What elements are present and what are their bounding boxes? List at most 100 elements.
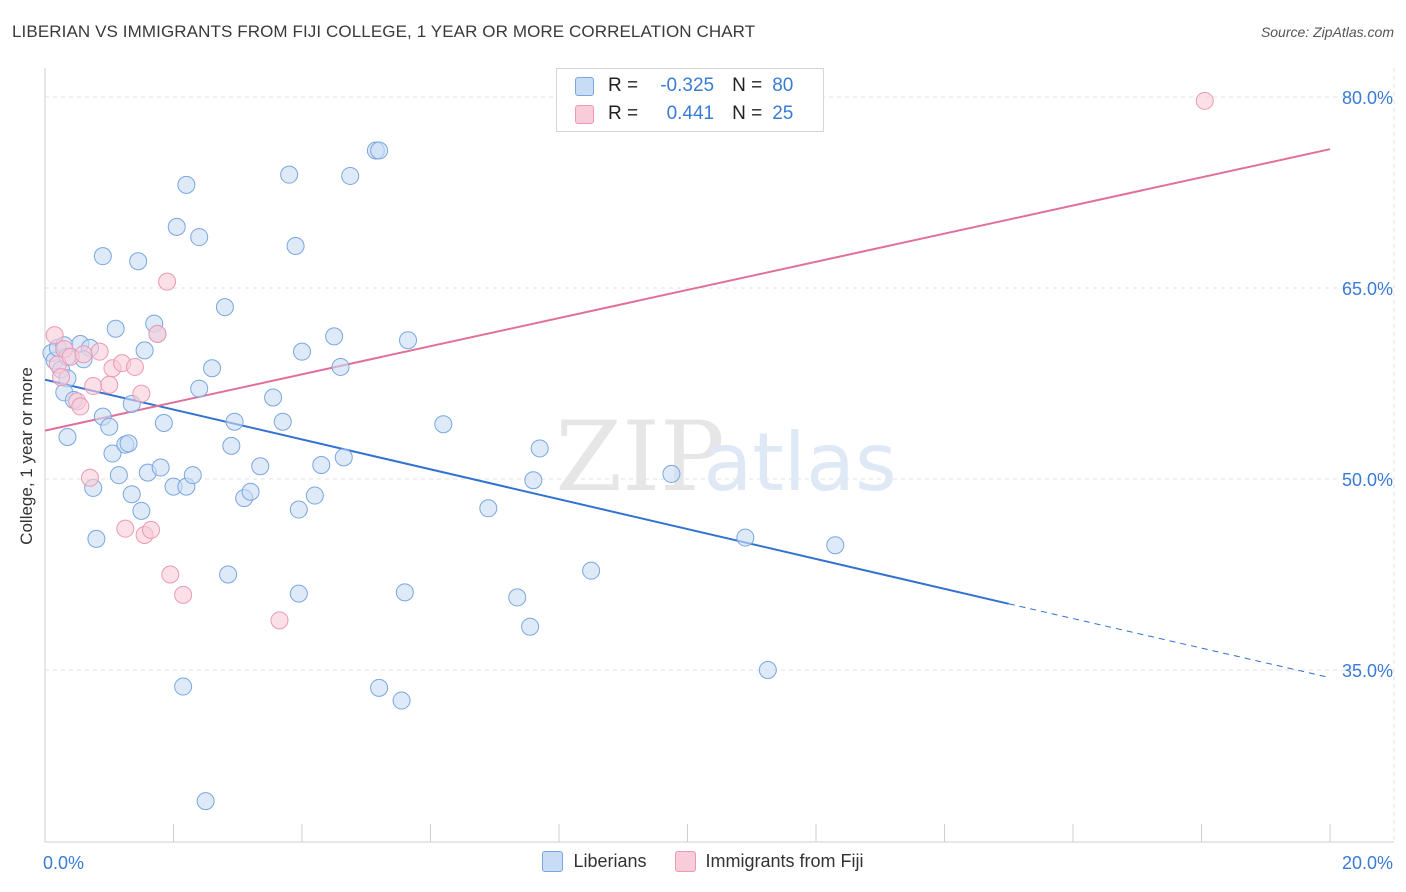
point-fiji [100,375,119,394]
point-fiji [132,384,151,403]
trend-line-extension [1008,603,1331,679]
point-liberian [399,331,418,350]
x-tick-label: 0.0% [43,853,84,873]
legend-swatch-fiji [575,104,594,124]
chart-title: LIBERIAN VS IMMIGRANTS FROM FIJI COLLEGE… [12,22,756,41]
y-tick-label: 80.0% [1342,88,1393,108]
point-liberian [305,486,324,505]
point-liberian [241,482,260,501]
point-liberian [521,617,540,636]
point-liberian [183,466,202,485]
point-liberian [58,427,77,446]
point-liberian [154,413,173,432]
point-fiji [161,565,180,584]
legend-swatch-fiji [674,851,696,872]
point-liberian [479,499,498,518]
legend-item-liberians[interactable]: Liberians [542,851,647,872]
point-liberian [251,457,270,476]
legend-label-fiji: Immigrants from Fiji [705,851,864,871]
point-fiji [1195,91,1214,110]
point-liberian [219,565,238,584]
point-liberian [395,583,414,602]
point-liberian [273,412,292,431]
stats-legend: R = -0.325 N = 80 R = 0.441 N = 25 [556,68,824,132]
point-liberian [370,678,389,697]
point-liberian [225,412,244,431]
point-liberian [289,500,308,519]
point-liberian [370,141,389,160]
point-liberian [582,561,601,580]
point-liberian [93,247,112,266]
point-liberian [280,165,299,184]
legend-n-value: 80 [772,75,794,96]
legend-row-liberians: R = -0.325 N = 80 [575,73,793,99]
point-fiji [74,345,93,364]
point-liberian [203,359,222,378]
legend-r-value: -0.325 [660,75,715,96]
point-fiji [148,324,167,343]
legend-r-label: R = [608,103,639,124]
point-liberian [190,379,209,398]
watermark-zip: ZIP [555,401,724,513]
point-fiji [125,357,144,376]
point-liberian [286,236,305,255]
point-liberian [87,529,106,548]
point-liberian [826,536,845,555]
watermark-atlas: atlas [703,416,896,509]
point-liberian [196,792,215,811]
y-tick-label: 50.0% [1342,470,1393,490]
point-liberian [334,448,353,467]
trend-line-liberians [44,378,1009,605]
point-liberian [119,434,138,453]
point-fiji [270,611,289,630]
point-liberian [132,501,151,520]
point-liberian [215,298,234,317]
point-fiji [90,342,109,361]
point-fiji [80,468,99,487]
point-liberian [190,228,209,247]
point-liberian [103,444,122,463]
point-liberian [508,588,527,607]
point-fiji [116,519,135,538]
point-liberian [289,584,308,603]
source-label: Source: ZipAtlas.com [1260,24,1394,40]
point-fiji [158,272,177,291]
y-tick-label: 35.0% [1342,661,1393,681]
point-fiji [52,368,71,387]
trend-line-fiji [44,148,1331,432]
point-liberian [100,417,119,436]
point-liberian [392,691,411,710]
point-liberian [264,388,283,407]
point-liberian [129,252,148,271]
legend-row-fiji: R = 0.441 N = 25 [575,101,793,127]
point-fiji [142,520,161,539]
point-liberian [109,466,128,485]
point-liberian [312,455,331,474]
point-liberian [736,528,755,547]
point-liberian [174,677,193,696]
point-liberian [524,471,543,490]
point-liberian [341,166,360,185]
legend-label-liberians: Liberians [573,851,647,871]
legend-swatch-liberians [542,851,564,872]
y-tick-label: 65.0% [1342,279,1393,299]
point-liberian [135,341,154,360]
point-liberian [331,357,350,376]
point-liberian [530,439,549,458]
legend-n-label: N = [732,103,763,124]
legend-swatch-liberians [575,76,594,96]
trend-lines [44,148,1331,679]
point-liberian [662,464,681,483]
point-fiji [174,585,193,604]
point-liberian [151,458,170,477]
series-legend: Liberians Immigrants from Fiji [0,851,1406,872]
tick-labels: 35.0% 50.0% 65.0% 80.0% 0.0% 20.0% [43,88,1393,873]
axes [44,68,1394,843]
legend-item-fiji[interactable]: Immigrants from Fiji [674,851,864,872]
point-liberian [167,217,186,236]
series-fiji [45,91,1214,630]
x-tick-label: 20.0% [1342,853,1393,873]
point-liberian [177,175,196,194]
point-liberian [122,485,141,504]
legend-r-label: R = [608,75,639,96]
